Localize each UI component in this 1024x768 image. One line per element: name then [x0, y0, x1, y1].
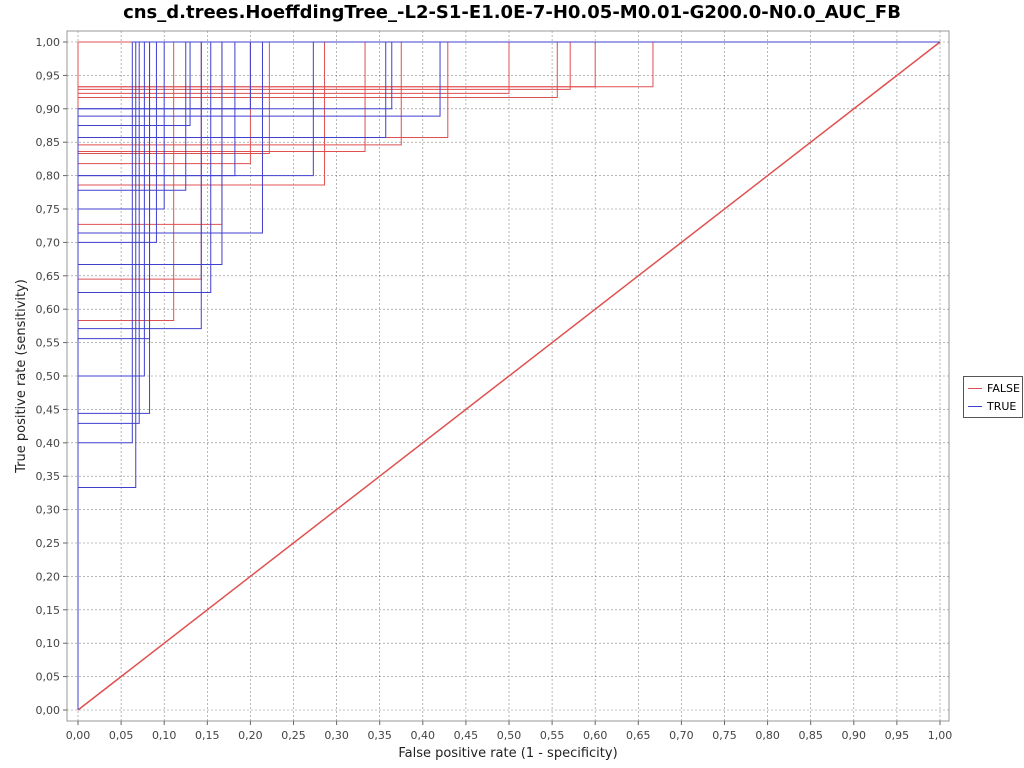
y-axis-label: True positive rate (sensitivity) [14, 279, 29, 474]
y-tick-label: 0,15 [36, 604, 61, 617]
legend-label-false: FALSE [987, 381, 1020, 395]
y-tick-label: 0,85 [36, 136, 61, 149]
legend-label-true: TRUE [987, 399, 1017, 413]
x-tick-label: 0,95 [885, 729, 910, 742]
x-tick-label: 0,40 [411, 729, 436, 742]
x-tick-label: 0,45 [454, 729, 479, 742]
y-tick-label: 0,45 [36, 403, 61, 416]
y-tick-label: 0,70 [36, 236, 61, 249]
y-tick-label: 0,50 [36, 370, 61, 383]
roc-curve-true [77, 41, 940, 710]
y-tick-label: 0,95 [36, 69, 61, 82]
x-tick-label: 0,05 [109, 729, 134, 742]
x-tick-label: 0,20 [238, 729, 263, 742]
x-tick-label: 0,70 [669, 729, 694, 742]
x-tick-label: 0,30 [324, 729, 349, 742]
x-tick-label: 0,25 [281, 729, 306, 742]
x-tick-label: 0,55 [540, 729, 565, 742]
x-axis-label: False positive rate (1 - specificity) [398, 746, 617, 761]
chance-diagonal [77, 41, 941, 711]
x-tick-label: 0,75 [712, 729, 737, 742]
x-tick-label: 1,00 [928, 729, 953, 742]
x-tick-label: 0,10 [152, 729, 177, 742]
legend-swatch-false [968, 387, 982, 389]
legend-swatch-true [968, 405, 982, 407]
y-tick-label: 0,55 [36, 337, 61, 350]
x-tick-label: 0,65 [626, 729, 651, 742]
x-tick-label: 0,15 [195, 729, 220, 742]
y-tick-label: 0,75 [36, 203, 61, 216]
y-tick-label: 0,35 [36, 470, 61, 483]
x-axis-ticks: 0,00 0,05 0,10 0,15 0,20 0,25 0,30 0,35 0,40 0,45… [66, 721, 953, 742]
legend: FALSE TRUE [963, 376, 1023, 418]
series-true [77, 41, 940, 710]
y-tick-label: 0,65 [36, 270, 61, 283]
y-axis-ticks: 0,00 0,05 0,10 0,15 0,20 0,25 0,30 0,35 0,40 0,45… [36, 36, 67, 717]
y-tick-label: 0,05 [36, 671, 61, 684]
y-tick-label: 0,00 [36, 704, 61, 717]
y-tick-label: 0,60 [36, 303, 61, 316]
y-tick-label: 0,10 [36, 637, 61, 650]
series-layer [77, 41, 941, 711]
x-tick-label: 0,85 [798, 729, 823, 742]
y-tick-label: 0,90 [36, 103, 61, 116]
x-tick-label: 0,35 [367, 729, 392, 742]
y-tick-label: 0,25 [36, 537, 61, 550]
x-tick-label: 0,60 [583, 729, 608, 742]
x-tick-label: 0,50 [497, 729, 522, 742]
x-tick-label: 0,00 [66, 729, 91, 742]
y-tick-label: 0,20 [36, 570, 61, 583]
y-tick-label: 0,40 [36, 437, 61, 450]
legend-item-true: TRUE [964, 397, 1022, 415]
legend-item-false: FALSE [964, 379, 1022, 397]
x-tick-label: 0,90 [842, 729, 867, 742]
y-tick-label: 0,30 [36, 504, 61, 517]
x-tick-label: 0,80 [755, 729, 780, 742]
y-tick-label: 0,80 [36, 170, 61, 183]
chart-title: cns_d.trees.HoeffdingTree_-L2-S1-E1.0E-7… [123, 2, 901, 23]
y-tick-label: 1,00 [36, 36, 61, 49]
